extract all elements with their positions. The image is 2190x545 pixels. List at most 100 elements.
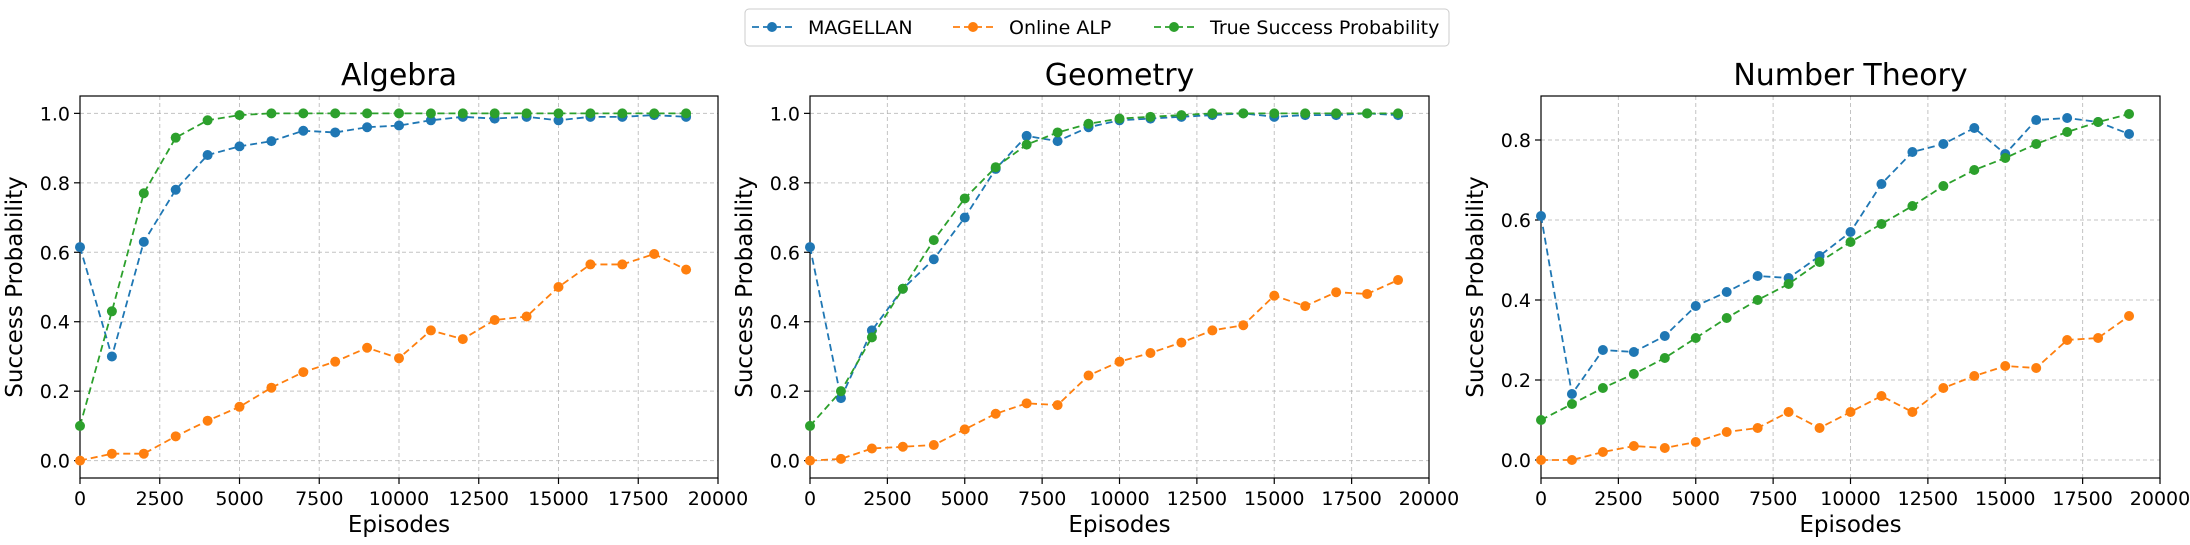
data-point [1845, 407, 1856, 417]
data-point [457, 334, 468, 345]
data-point [75, 242, 85, 253]
data-point [489, 314, 500, 325]
chart-panels: 0 2500 5000 7500 10000 12500 15000 17500 20000 0.… [2, 58, 2190, 538]
series-true-success-probability [805, 108, 1404, 431]
data-point [521, 311, 532, 322]
data-point [835, 453, 846, 464]
data-point [617, 108, 628, 119]
data-point [959, 424, 970, 435]
data-point [394, 353, 404, 364]
x-tick-label: 0 [74, 488, 86, 510]
data-point [1721, 287, 1732, 297]
data-point [1566, 389, 1577, 399]
y-axis-label: Success Probability [732, 176, 758, 397]
legend-box [744, 8, 1450, 47]
data-point [2031, 363, 2042, 373]
data-point [394, 120, 404, 131]
legend-entry: MAGELLAN [752, 17, 913, 39]
data-point [362, 342, 373, 353]
data-point [1331, 287, 1342, 298]
data-point [1752, 271, 1763, 281]
data-point [2062, 127, 2073, 137]
y-tick-label: 1.0 [770, 103, 800, 125]
data-point [2031, 139, 2042, 149]
data-point [234, 401, 245, 412]
legend-label: MAGELLAN [808, 17, 913, 39]
data-point [1207, 325, 1218, 336]
data-point [1176, 110, 1187, 121]
data-point [1536, 455, 1546, 465]
data-point [1659, 353, 1670, 363]
data-point [928, 440, 939, 451]
data-point [2124, 129, 2135, 139]
data-point [1969, 371, 1980, 381]
data-point [2124, 311, 2135, 321]
data-point [649, 249, 660, 260]
data-point [805, 420, 815, 431]
y-tick-label: 0.8 [770, 173, 800, 195]
y-axis-label: Success Probability [2, 176, 28, 397]
data-point [1176, 337, 1187, 348]
data-point [928, 254, 939, 265]
data-point [1145, 347, 1156, 358]
data-point [394, 108, 404, 119]
y-tick-label: 0.8 [1501, 130, 1531, 152]
x-tick-label: 0 [1535, 488, 1547, 510]
x-tick-label: 10000 [1089, 488, 1149, 510]
plot-frame [809, 95, 1430, 479]
data-point [106, 351, 117, 362]
data-point [1238, 108, 1249, 119]
data-point [649, 108, 660, 119]
x-tick-label: 15000 [1975, 488, 2035, 510]
data-point [1052, 127, 1063, 138]
data-point [1597, 383, 1608, 393]
y-tick-label: 0.0 [40, 451, 70, 473]
data-point [1269, 108, 1280, 119]
y-axis-label: Success Probability [1463, 176, 1489, 397]
data-point [1845, 227, 1856, 237]
data-point [681, 264, 692, 275]
x-tick-label: 17500 [1321, 488, 1381, 510]
x-tick-label: 17500 [608, 488, 668, 510]
series-magellan [805, 108, 1404, 404]
data-point [1362, 288, 1373, 299]
series-online-alp [1536, 311, 2135, 465]
data-point [1566, 455, 1577, 465]
data-point [2000, 153, 2011, 163]
series-true-success-probability [1536, 109, 2135, 425]
data-point [75, 420, 85, 431]
data-point [1362, 108, 1373, 119]
data-point [202, 150, 213, 161]
data-point [1597, 345, 1608, 355]
data-point [1021, 398, 1032, 409]
data-point [2000, 361, 2011, 371]
legend-swatch-marker [1169, 22, 1179, 32]
data-point [1536, 211, 1546, 221]
panel-title: Geometry [1045, 58, 1195, 93]
data-point [330, 356, 341, 367]
series-line [1540, 113, 2130, 421]
x-axis-label: Episodes [1068, 512, 1170, 538]
data-point [202, 415, 213, 426]
series-line [79, 114, 687, 360]
data-point [1207, 108, 1218, 119]
data-point [959, 212, 970, 223]
panel-algebra: 0 2500 5000 7500 10000 12500 15000 17500 20000 0.… [2, 58, 748, 538]
data-point [1331, 108, 1342, 119]
data-point [170, 132, 181, 143]
series-line [809, 112, 1399, 427]
data-point [266, 382, 277, 393]
plot-frame [79, 95, 719, 479]
data-point [805, 455, 815, 466]
x-tick-label: 15000 [1244, 488, 1304, 510]
data-point [298, 125, 309, 136]
y-tick-label: 0.6 [770, 242, 800, 264]
legend-entry: True Success Probability [1154, 17, 1439, 39]
x-tick-label: 7500 [1018, 488, 1066, 510]
data-point [681, 108, 692, 119]
series-line [809, 112, 1399, 402]
data-point [234, 110, 245, 121]
data-point [1876, 391, 1887, 401]
y-tick-label: 0.0 [1501, 450, 1531, 472]
data-point [1114, 356, 1125, 367]
